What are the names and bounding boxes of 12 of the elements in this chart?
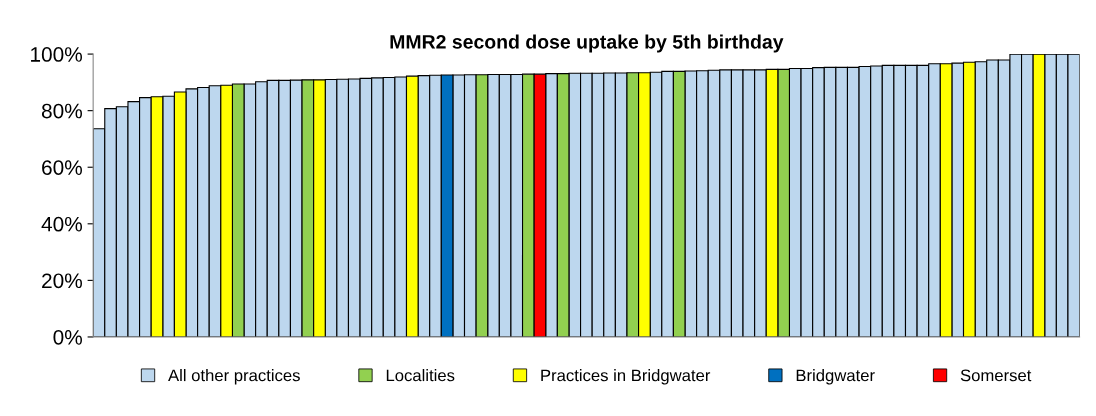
- y-tick-label: 20%: [42, 273, 82, 289]
- y-tick-label: 40%: [41, 216, 82, 232]
- legend-label: All other practices: [168, 369, 300, 385]
- y-tick-label: 0%: [53, 329, 82, 345]
- y-tick-label: 100%: [31, 47, 82, 62]
- y-tick-label: 60%: [42, 160, 82, 175]
- legend-label: Localities: [386, 369, 455, 382]
- chart-title: MMR2 second dose uptake by 5th birthday: [390, 34, 784, 53]
- legend-label: Practices in Bridgwater: [541, 369, 711, 385]
- y-tick-label: 80%: [41, 103, 82, 119]
- legend-label: Somerset: [960, 369, 1032, 382]
- legend-label: Bridgwater: [796, 369, 875, 385]
